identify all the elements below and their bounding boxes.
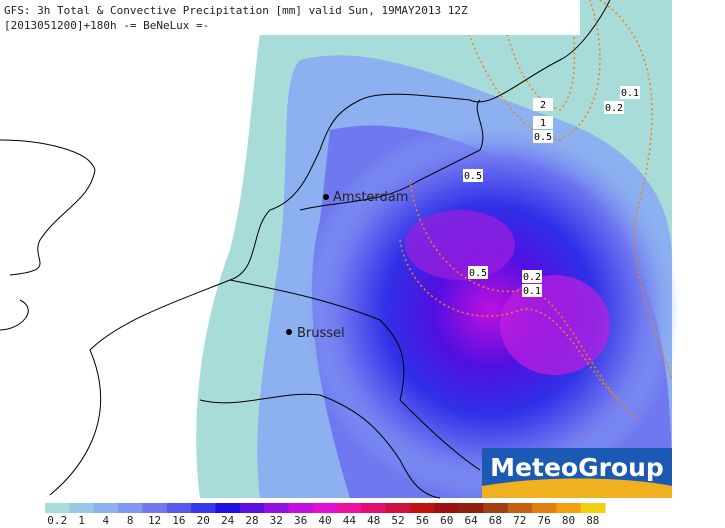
legend: 0.2 1 4 8 12 16 20 24 28 32 36 40 44 48 52 56 60 64 68 72 76…	[45, 503, 606, 527]
legend-label: 16	[172, 514, 185, 527]
legend-label: 0.2	[47, 514, 67, 527]
legend-label: 68	[489, 514, 502, 527]
city-label: Amsterdam	[333, 190, 408, 205]
contour-label-box	[468, 266, 488, 279]
legend-label: 44	[343, 514, 357, 527]
legend-label: 60	[440, 514, 453, 527]
legend-label: 52	[391, 514, 404, 527]
logo-swoosh	[482, 478, 672, 498]
legend-swatch	[434, 503, 460, 513]
legend-swatch	[580, 503, 606, 513]
legend-label: 12	[148, 514, 161, 527]
legend-label: 40	[318, 514, 331, 527]
legend-swatch	[458, 503, 484, 513]
legend-label: 32	[270, 514, 283, 527]
legend-swatch	[118, 503, 143, 513]
legend-swatch	[507, 503, 533, 513]
contour-labels: 0.1 0.2 2 1 0.5 0.5 0.5 0.2 0.1	[463, 86, 640, 297]
legend-label: 20	[197, 514, 210, 527]
coastlines	[0, 0, 611, 499]
city-label: Brussel	[297, 326, 345, 341]
legend-label: 4	[103, 514, 110, 527]
contour-label: 0.2	[523, 272, 541, 283]
legend-label: 36	[294, 514, 307, 527]
legend-swatch	[361, 503, 387, 513]
legend-label: 24	[221, 514, 235, 527]
contour-label: 0.1	[523, 286, 541, 297]
legend-label: 64	[464, 514, 478, 527]
legend-swatch	[215, 503, 241, 513]
legend-swatch	[337, 503, 363, 513]
legend-swatch	[312, 503, 338, 513]
contour-label-box	[522, 284, 542, 297]
header-box	[0, 0, 580, 35]
legend-swatch	[142, 503, 168, 513]
legend-swatch	[531, 503, 557, 513]
map-field	[196, 0, 680, 500]
contours	[399, 0, 673, 421]
contour-label: 0.5	[534, 132, 552, 143]
header-line: [2013051200]+180h -= BeNeLux =-	[4, 19, 209, 32]
legend-label: 8	[127, 514, 134, 527]
contour-label-box	[533, 98, 553, 111]
header-line: GFS: 3h Total & Convective Precipitation…	[4, 4, 468, 17]
contour-label: 2	[540, 100, 546, 111]
logo: MeteoGroup	[490, 453, 664, 482]
contour-label: 0.5	[469, 268, 487, 279]
legend-label: 88	[586, 514, 599, 527]
contour-label-box	[620, 86, 640, 99]
legend-swatch	[239, 503, 265, 513]
contour-label: 1	[540, 118, 546, 129]
legend-swatch	[166, 503, 192, 513]
contour-label-box	[522, 270, 542, 283]
city-marker	[286, 329, 292, 335]
legend-swatch	[288, 503, 314, 513]
contour-label-box	[604, 101, 624, 114]
legend-label: 1	[78, 514, 85, 527]
contour-label-box	[533, 130, 553, 143]
city-marker	[323, 194, 329, 200]
legend-swatch	[410, 503, 436, 513]
legend-swatch	[556, 503, 582, 513]
legend-swatch	[483, 503, 509, 513]
legend-swatch	[93, 503, 119, 513]
legend-swatch	[191, 503, 216, 513]
contour-label: 0.5	[464, 171, 482, 182]
contour-label-box	[463, 169, 483, 182]
legend-label: 28	[245, 514, 258, 527]
legend-label: 72	[513, 514, 526, 527]
legend-swatch	[45, 503, 70, 513]
contour-label-box	[533, 116, 553, 129]
legend-label: 48	[367, 514, 380, 527]
legend-label: 56	[416, 514, 429, 527]
legend-swatch	[264, 503, 289, 513]
legend-label: 80	[562, 514, 575, 527]
contour-label: 0.2	[605, 103, 623, 114]
contour-label: 0.1	[621, 88, 639, 99]
legend-swatch	[69, 503, 95, 513]
legend-label: 76	[538, 514, 551, 527]
legend-swatch	[385, 503, 411, 513]
